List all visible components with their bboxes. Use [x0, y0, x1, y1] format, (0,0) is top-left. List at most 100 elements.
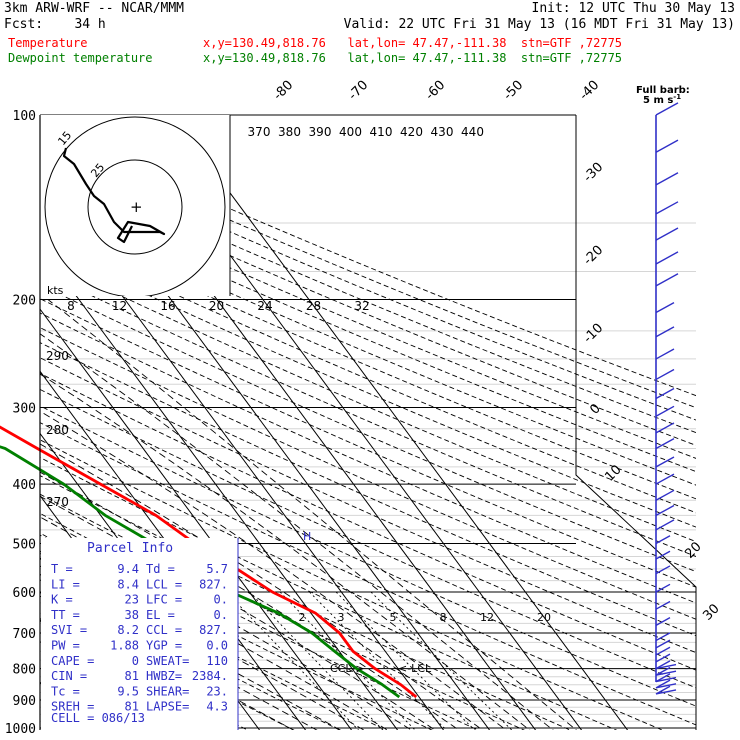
- parcel-key: SWEAT=: [146, 654, 189, 668]
- dry-adiabat-line: [40, 193, 696, 473]
- mixing-ratio-label: 5: [390, 611, 397, 624]
- wind-barb: [655, 660, 671, 670]
- parcel-key: Td =: [146, 562, 175, 576]
- theta-label-top: 420: [400, 125, 423, 139]
- ccl-marker: CCL->: [330, 662, 364, 675]
- isotherm-label: -50: [501, 78, 527, 104]
- pressure-axis-labels: 100 200 300 400 500 600 700 800 900 1000: [5, 109, 36, 737]
- hodograph: + 15 25: [40, 115, 231, 296]
- pressure-label: 800: [13, 663, 36, 678]
- parcel-value: 110: [206, 654, 228, 668]
- moist-adiabat-line: [40, 333, 554, 730]
- hodograph-unit-label: kts: [47, 284, 64, 297]
- parcel-value: 8.2: [117, 623, 139, 637]
- theta-labels-top: 370 380 390 400 410 420 430 440: [248, 125, 484, 139]
- wind-barb: [655, 565, 671, 575]
- isotherm-label: -30: [581, 160, 607, 186]
- parcel-key: LFC =: [146, 593, 182, 607]
- theta-label-top: 390: [309, 125, 332, 139]
- wind-barb: [655, 473, 675, 485]
- wind-barb: [655, 653, 671, 663]
- wind-barb: [655, 600, 671, 610]
- wind-barb: [655, 550, 671, 560]
- wind-barb: [655, 489, 675, 501]
- wind-barb: [655, 646, 671, 656]
- parcel-value: 0: [132, 654, 139, 668]
- lcl-marker: <-LCL: [398, 662, 432, 675]
- parcel-value: 4.3: [206, 700, 228, 714]
- hodograph-trace: [62, 147, 166, 244]
- temperature-location: x,y=130.49,818.76 lat,lon= 47.47,-111.38…: [203, 36, 623, 50]
- dry-adiabat-line: [40, 284, 696, 573]
- dry-adiabat-line: [40, 372, 696, 671]
- theta-labels-left: 290 280 270: [46, 349, 69, 509]
- parcel-info-title: Parcel Info: [87, 541, 173, 556]
- dry-adiabat-line: [40, 123, 696, 397]
- wind-barb: [655, 456, 675, 468]
- mixing-ratio-label: 20: [537, 611, 551, 624]
- moist-adiabat-line: [40, 373, 531, 730]
- isotherm-label: -10: [581, 321, 607, 347]
- parcel-key: YGP =: [146, 639, 182, 653]
- parcel-key: LI =: [51, 577, 80, 591]
- wind-barb: [655, 670, 677, 676]
- hodograph-speed-label: 28: [306, 299, 321, 313]
- parcel-key: Tc =: [51, 684, 80, 698]
- hodograph-center: +: [130, 198, 143, 216]
- pressure-label: 100: [13, 109, 36, 124]
- parcel-value: 0.0: [206, 639, 228, 653]
- hodograph-speed-label: 24: [257, 299, 272, 313]
- wind-barb: [655, 348, 675, 360]
- isotherm-label: 30: [700, 601, 722, 623]
- hodograph-speed-label: 20: [209, 299, 224, 313]
- dry-adiabat-line: [40, 256, 696, 543]
- parcel-value: 827.: [199, 623, 228, 637]
- parcel-value: 23: [125, 593, 139, 607]
- wind-barb: [655, 326, 675, 338]
- theta-label-top: 370: [248, 125, 271, 139]
- parcel-value: 38: [125, 608, 139, 622]
- dry-adiabat-line: [40, 205, 696, 486]
- wind-barb: [655, 227, 679, 241]
- parcel-key: CAPE =: [51, 654, 94, 668]
- parcel-value: 0.: [214, 593, 228, 607]
- mixing-ratio-label: 8: [440, 611, 447, 624]
- dewpoint-location: x,y=130.49,818.76 lat,lon= 47.47,-111.38…: [203, 51, 623, 65]
- dry-adiabat-line: [40, 388, 696, 689]
- wind-barb: [655, 422, 675, 434]
- parcel-key: PW =: [51, 639, 80, 653]
- theta-label-top: 400: [339, 125, 362, 139]
- wind-barb: [655, 139, 679, 153]
- wind-barb: [655, 201, 679, 215]
- wind-barb: [655, 639, 671, 649]
- temperature-legend: Temperature: [8, 36, 88, 50]
- barb-legend-title: Full barb:: [636, 85, 690, 96]
- parcel-key: HWBZ=: [146, 669, 182, 683]
- parcel-key: LCL =: [146, 577, 182, 591]
- mixing-ratio-label: 3: [338, 611, 345, 624]
- dry-adiabat-line: [40, 312, 696, 604]
- parcel-key: SVI =: [51, 623, 87, 637]
- pressure-label: 700: [13, 627, 36, 642]
- wind-barb: [655, 504, 675, 517]
- moist-adiabat-line: [47, 299, 577, 730]
- mixing-ratio-line: [279, 591, 416, 730]
- parcel-value: 827.: [199, 577, 228, 591]
- wind-barb: [655, 535, 671, 545]
- parcel-value: 2384.: [192, 669, 228, 683]
- dry-adiabat-line: [40, 422, 696, 726]
- theta-label-left: 290: [46, 349, 69, 363]
- wind-barb: [655, 172, 679, 186]
- isotherm-label: 0: [587, 401, 603, 417]
- dewpoint-legend: Dewpoint temperature: [8, 51, 153, 65]
- theta-label-left: 270: [46, 495, 69, 509]
- dry-adiabat-line: [40, 342, 696, 637]
- parcel-key: CCL =: [146, 623, 182, 637]
- dry-adiabat-line: [40, 181, 696, 459]
- model-title: 3km ARW-WRF -- NCAR/MMM: [4, 1, 185, 16]
- dry-adiabat-line: [40, 405, 696, 707]
- pressure-label: 400: [13, 478, 36, 493]
- wind-barb: [655, 251, 679, 265]
- hodograph-speed-label: 16: [160, 299, 175, 313]
- dry-adiabats: [40, 123, 696, 730]
